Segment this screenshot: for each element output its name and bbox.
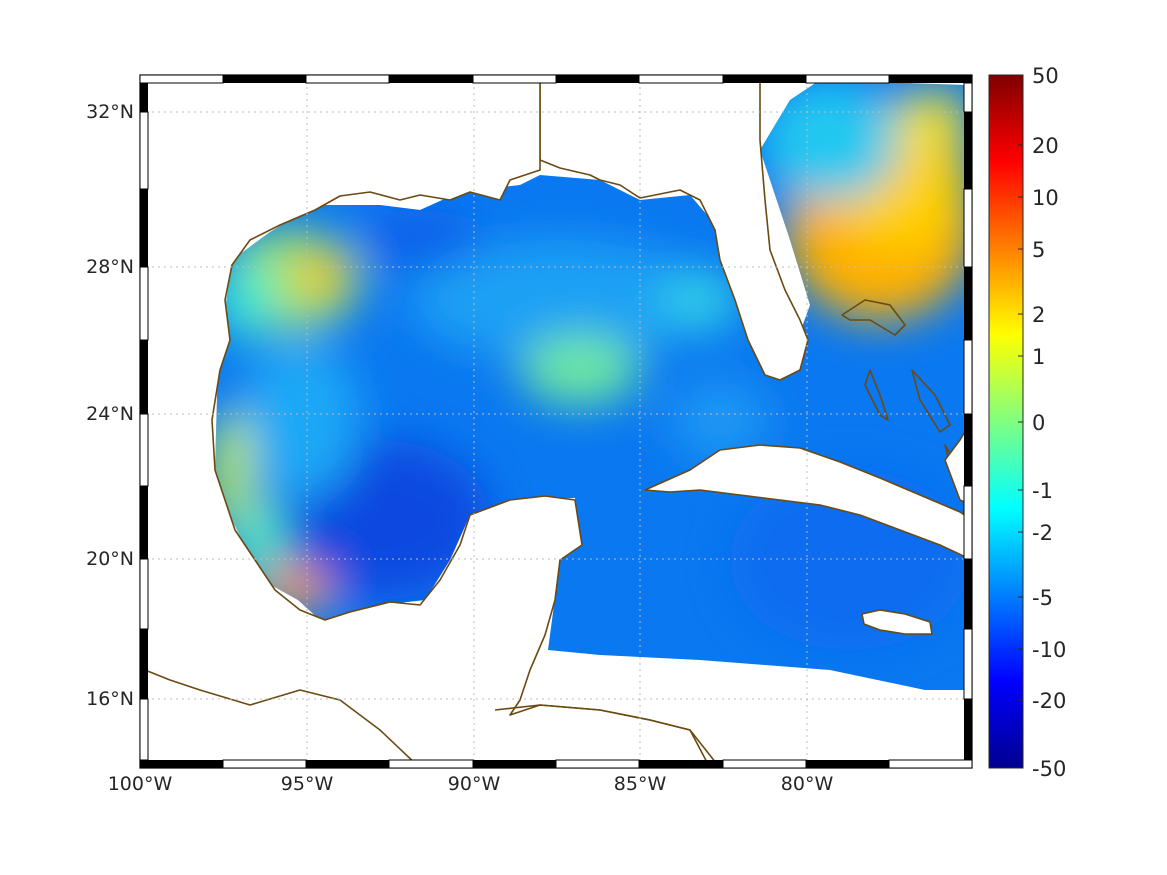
colorbar-tick-label: -10 (1032, 638, 1066, 662)
florida-landmass (539, 75, 809, 381)
colorbar-tick-label: 2 (1032, 303, 1045, 327)
lat-tick-label: 28°N (86, 256, 134, 278)
graticule (140, 75, 972, 768)
honduras-coast (494, 704, 711, 768)
lat-tick-label: 32°N (86, 101, 134, 123)
cuba-landmass (644, 444, 972, 561)
colorbar-gradient (988, 74, 1024, 769)
lat-tick-label: 20°N (86, 548, 134, 570)
colorbar-tick-label: 20 (1032, 134, 1059, 158)
mexico-us-landmass (140, 75, 721, 768)
lon-tick-label: 100°W (108, 773, 173, 795)
colorbar-tick-label: 5 (1032, 238, 1045, 262)
central-america-coast (140, 667, 421, 768)
colorbar-tick-label: -2 (1032, 521, 1053, 545)
bahamas-islands (841, 299, 961, 473)
colorbar: 50 20 10 5 2 1 0 -1 -2 -5 -10 -20 -50 (988, 64, 1066, 781)
colorbar-tick-label: -1 (1032, 479, 1053, 503)
colorbar-tick-label: -50 (1032, 757, 1066, 781)
colorbar-tick-label: -5 (1032, 586, 1053, 610)
colorbar-tick-label: 1 (1032, 345, 1045, 369)
lon-tick-label: 80°W (781, 773, 834, 795)
lat-tick-label: 16°N (86, 688, 134, 710)
map-frame (139, 74, 973, 769)
jamaica-landmass (861, 609, 933, 635)
colorbar-tick-label: 10 (1032, 186, 1059, 210)
lon-tick-label: 90°W (448, 773, 501, 795)
lat-tick-label: 24°N (86, 403, 134, 425)
coastlines (140, 75, 972, 768)
lon-tick-label: 95°W (281, 773, 334, 795)
lat-tick-labels: 32°N 28°N 24°N 20°N 16°N (86, 101, 134, 710)
colorbar-tick-label: 0 (1032, 411, 1045, 435)
colorbar-tick-label: -20 (1032, 689, 1066, 713)
lon-tick-labels: 100°W 95°W 90°W 85°W 80°W (108, 773, 834, 795)
colorbar-tick-label: 50 (1032, 64, 1059, 88)
lon-tick-label: 85°W (614, 773, 667, 795)
